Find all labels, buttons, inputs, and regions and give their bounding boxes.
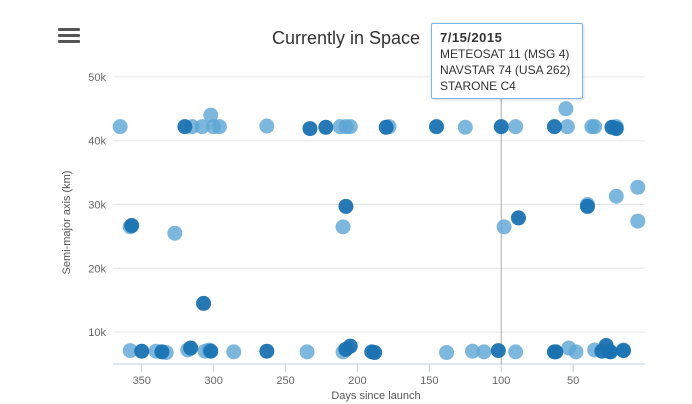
data-point <box>122 343 138 359</box>
data-point <box>342 119 358 135</box>
data-point <box>203 343 219 359</box>
data-point <box>335 219 351 235</box>
x-tick-label: 150 <box>420 375 438 387</box>
data-point <box>546 119 562 135</box>
data-point <box>154 344 170 360</box>
x-tick-label: 50 <box>567 375 579 387</box>
data-point <box>134 343 150 359</box>
tooltip-item: NAVSTAR 74 (USA 262) <box>440 63 571 77</box>
data-point <box>496 219 512 235</box>
grid-lines <box>113 76 645 333</box>
data-point <box>493 119 509 135</box>
data-points <box>112 101 646 361</box>
data-point <box>226 344 242 360</box>
data-point <box>196 295 212 311</box>
axis-labels: 10k 20k 30k 40k 50k 350 300 250 200 150 100 50 Days … <box>61 72 579 402</box>
data-point <box>203 107 219 123</box>
tooltip-date: 7/15/2015 <box>440 30 503 45</box>
data-point <box>338 198 354 214</box>
data-point <box>112 119 128 135</box>
data-point <box>508 344 524 360</box>
data-point <box>510 210 526 226</box>
data-point <box>211 119 227 135</box>
x-tick-label: 250 <box>276 375 294 387</box>
tooltip-item: METEOSAT 11 (MSG 4) <box>440 47 570 61</box>
x-axis-title: Days since launch <box>331 390 420 402</box>
data-point <box>587 119 603 135</box>
data-point <box>608 121 624 137</box>
data-point <box>476 344 492 360</box>
data-point <box>464 343 480 359</box>
data-point <box>318 119 334 135</box>
data-point <box>183 340 199 356</box>
data-point <box>630 179 646 195</box>
data-point <box>630 213 646 229</box>
data-point <box>367 345 383 361</box>
axes <box>113 363 645 372</box>
y-tick-label: 10k <box>88 327 106 339</box>
data-point <box>548 344 564 360</box>
data-point <box>429 119 445 135</box>
data-point <box>167 225 183 241</box>
hamburger-menu-icon[interactable] <box>58 28 80 48</box>
y-tick-label: 50k <box>88 72 106 84</box>
y-axis-title: Semi-major axis (km) <box>61 171 73 275</box>
data-point <box>194 119 210 135</box>
tooltip-item: STARONE C4 <box>440 79 516 93</box>
data-point <box>559 119 575 135</box>
x-tick-label: 100 <box>492 375 510 387</box>
x-tick-label: 200 <box>348 375 366 387</box>
data-point <box>378 119 394 135</box>
data-point <box>608 188 624 204</box>
data-point <box>602 344 618 360</box>
data-point <box>457 119 473 135</box>
data-point <box>342 338 358 354</box>
y-tick-label: 30k <box>88 200 106 212</box>
data-point <box>124 218 140 234</box>
data-point <box>259 343 275 359</box>
chart-title: Currently in Space <box>271 28 421 48</box>
data-point <box>302 121 318 137</box>
data-point <box>177 119 193 135</box>
x-tick-label: 300 <box>204 375 222 387</box>
x-tick-label: 350 <box>133 375 151 387</box>
data-point <box>259 118 275 134</box>
data-point <box>439 345 455 361</box>
data-point <box>558 101 574 117</box>
data-point <box>615 343 631 359</box>
data-point <box>579 198 595 214</box>
tooltip: 7/15/2015 METEOSAT 11 (MSG 4) NAVSTAR 74… <box>431 23 583 99</box>
y-tick-label: 20k <box>88 263 106 275</box>
data-point <box>299 344 315 360</box>
y-tick-label: 40k <box>88 136 106 148</box>
data-point <box>508 119 524 135</box>
data-point <box>568 344 584 360</box>
data-point <box>490 343 506 359</box>
